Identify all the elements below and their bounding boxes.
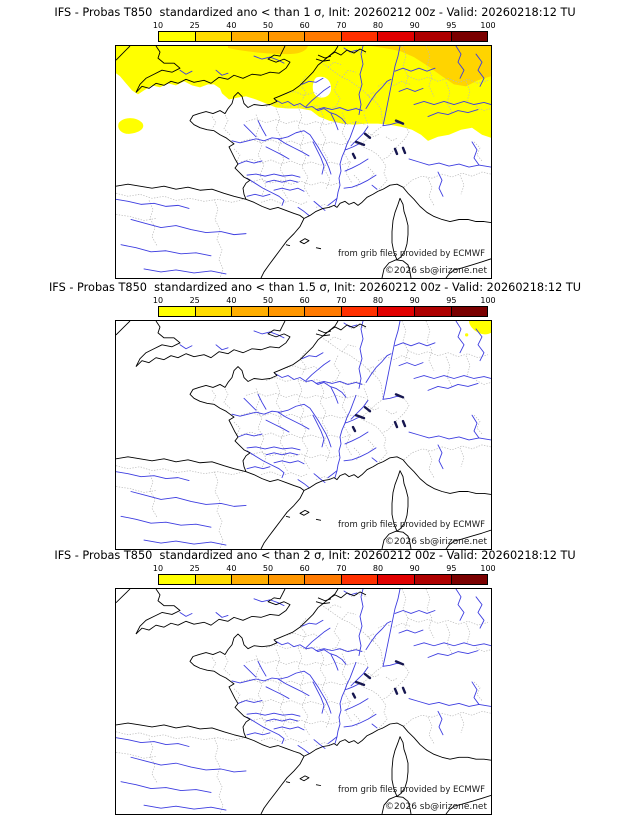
colorbar-tick-label: 40: [226, 21, 237, 30]
map-france: from grib files provided by ECMWF ©2026 …: [115, 588, 492, 815]
admin-borders: [116, 321, 491, 549]
colorbar-segment: [304, 307, 341, 316]
panel-title: IFS - Probas T850 standardized ano < tha…: [54, 549, 576, 562]
colorbar: 10 25 40 50 60 70 80 90 95 100: [153, 21, 496, 42]
panel-sigma-1-5: IFS - Probas T850 standardized ano < tha…: [0, 281, 630, 550]
copyright-text: ©2026 sb@irizone.net: [385, 266, 487, 276]
attribution-text: from grib files provided by ECMWF: [338, 785, 485, 795]
colorbar-segment: [377, 32, 414, 41]
colorbar-gradient: [158, 31, 488, 42]
colorbar-segment: [377, 307, 414, 316]
colorbar-tick-label: 25: [189, 296, 200, 305]
colorbar-segment: [304, 575, 341, 584]
map-france: from grib files provided by ECMWF ©2026 …: [115, 45, 492, 279]
colorbar-tick-label: 40: [226, 564, 237, 573]
colorbar-tick-label: 60: [299, 564, 310, 573]
probability-shading: [116, 46, 491, 141]
rivers: [116, 46, 491, 275]
coastlines: [116, 46, 491, 278]
colorbar-segment: [450, 307, 488, 316]
colorbar-segment: [159, 307, 195, 316]
colorbar-tick-label: 50: [262, 21, 274, 30]
colorbar-tick-label: 10: [152, 564, 164, 573]
panel-title: IFS - Probas T850 standardized ano < tha…: [48, 281, 582, 294]
colorbar-segment: [413, 307, 451, 316]
colorbar-ticks: 10 25 40 50 60 70 80 90 95 100: [153, 564, 496, 574]
lakes: [351, 119, 407, 160]
colorbar-segment: [194, 575, 232, 584]
colorbar-segment: [194, 32, 232, 41]
copyright-text: ©2026 sb@irizone.net: [385, 802, 487, 812]
rivers: [116, 589, 491, 811]
panel-sigma-2: IFS - Probas T850 standardized ano < tha…: [0, 549, 630, 815]
colorbar-gradient: [158, 574, 488, 585]
colorbar-tick-label: 10: [152, 21, 164, 30]
colorbar-segment: [340, 307, 378, 316]
colorbar-segment: [159, 32, 195, 41]
colorbar-tick-label: 70: [336, 296, 347, 305]
colorbar-segment: [267, 575, 305, 584]
colorbar-tick-label: 95: [446, 21, 457, 30]
colorbar-gradient: [158, 306, 488, 317]
colorbar-segment: [413, 575, 451, 584]
lakes: [351, 660, 407, 699]
panel-title: IFS - Probas T850 standardized ano < tha…: [54, 6, 576, 19]
colorbar-tick-label: 25: [189, 564, 200, 573]
colorbar-tick-label: 70: [336, 564, 347, 573]
panel-sigma-1: IFS - Probas T850 standardized ano < tha…: [0, 6, 630, 279]
map-svg: [116, 321, 491, 549]
coastlines: [116, 589, 491, 814]
colorbar-ticks: 10 25 40 50 60 70 80 90 95 100: [153, 21, 496, 31]
lakes: [351, 393, 407, 433]
colorbar-tick-label: 95: [446, 564, 457, 573]
colorbar-tick-label: 50: [262, 564, 274, 573]
admin-borders: [116, 46, 491, 278]
colorbar-segment: [231, 32, 268, 41]
colorbar-segment: [340, 32, 378, 41]
colorbar-tick-label: 90: [409, 296, 420, 305]
copyright-text: ©2026 sb@irizone.net: [385, 537, 487, 547]
colorbar-segment: [231, 307, 268, 316]
colorbar-segment: [159, 575, 195, 584]
colorbar-tick-label: 80: [372, 564, 384, 573]
coastlines: [116, 321, 491, 549]
colorbar-tick-label: 90: [409, 564, 420, 573]
colorbar-tick-label: 40: [226, 296, 237, 305]
colorbar-segment: [450, 32, 488, 41]
colorbar-tick-label: 100: [480, 21, 496, 30]
colorbar-segment: [194, 307, 232, 316]
colorbar-segment: [231, 575, 268, 584]
colorbar-segment: [450, 575, 488, 584]
colorbar: 10 25 40 50 60 70 80 90 95 100: [153, 564, 496, 585]
map-svg: [116, 46, 491, 278]
colorbar-tick-label: 25: [189, 21, 200, 30]
colorbar-tick-label: 90: [409, 21, 420, 30]
colorbar-tick-label: 70: [336, 21, 347, 30]
colorbar-segment: [340, 575, 378, 584]
colorbar-tick-label: 100: [480, 564, 496, 573]
colorbar-segment: [267, 307, 305, 316]
colorbar-tick-label: 60: [299, 296, 310, 305]
attribution-text: from grib files provided by ECMWF: [338, 520, 485, 530]
colorbar-tick-label: 95: [446, 296, 457, 305]
colorbar-tick-label: 10: [152, 296, 164, 305]
attribution-text: from grib files provided by ECMWF: [338, 249, 485, 259]
colorbar-tick-label: 80: [372, 21, 384, 30]
probability-shading: [465, 321, 491, 337]
colorbar-segment: [413, 32, 451, 41]
colorbar-segment: [304, 32, 341, 41]
colorbar-tick-label: 100: [480, 296, 496, 305]
colorbar-segment: [377, 575, 414, 584]
colorbar: 10 25 40 50 60 70 80 90 95 100: [153, 296, 496, 317]
colorbar-segment: [267, 32, 305, 41]
colorbar-ticks: 10 25 40 50 60 70 80 90 95 100: [153, 296, 496, 306]
colorbar-tick-label: 60: [299, 21, 310, 30]
colorbar-tick-label: 80: [372, 296, 384, 305]
map-france: from grib files provided by ECMWF ©2026 …: [115, 320, 492, 550]
map-svg: [116, 589, 491, 814]
colorbar-tick-label: 50: [262, 296, 274, 305]
admin-borders: [116, 589, 491, 814]
